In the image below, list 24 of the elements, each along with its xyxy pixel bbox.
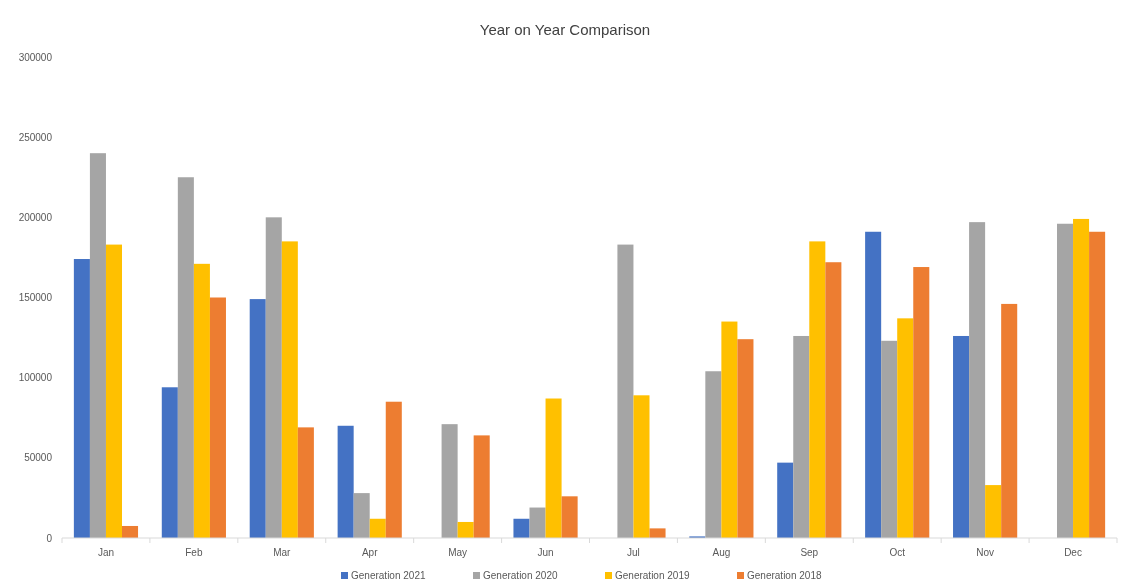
y-tick-label: 150000: [18, 292, 53, 303]
y-tick-label: 0: [46, 532, 53, 544]
legend-label: Generation 2021: [351, 570, 426, 581]
x-tick-label: Oct: [889, 547, 906, 558]
y-tick-label: 100000: [18, 372, 53, 384]
legend-label: Generation 2018: [747, 570, 822, 581]
x-tick-label: Jun: [537, 547, 554, 558]
x-tick-label: Jan: [97, 547, 115, 558]
legend-label: Generation 2020: [483, 570, 558, 581]
x-tick-label: Dec: [1064, 547, 1082, 558]
legend-label: Generation 2019: [615, 570, 690, 581]
x-tick-label: Sep: [800, 547, 819, 558]
x-tick-label: Apr: [361, 547, 379, 558]
y-tick-label: 50000: [24, 452, 53, 464]
x-tick-label: May: [448, 547, 468, 558]
x-tick-label: Aug: [712, 547, 731, 558]
x-tick-label: Jul: [627, 547, 640, 558]
y-tick-label: 300000: [18, 51, 53, 63]
x-tick-label: Mar: [273, 547, 292, 558]
chart-title: Year on Year Comparison: [479, 21, 651, 38]
x-tick-label: Nov: [976, 547, 995, 558]
x-tick-label: Feb: [185, 547, 203, 558]
y-tick-label: 250000: [18, 131, 53, 143]
y-tick-label: 200000: [18, 211, 53, 223]
